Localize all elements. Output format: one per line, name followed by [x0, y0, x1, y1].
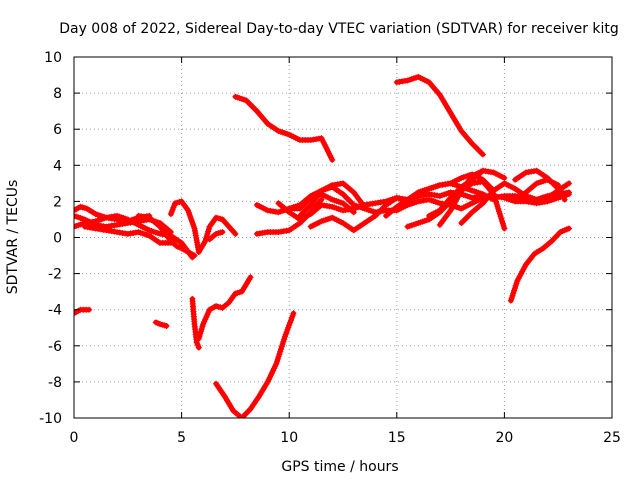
- series-track-24: [436, 167, 508, 228]
- series-track-13: [213, 310, 297, 418]
- series-track-28: [393, 73, 486, 158]
- plus-markers: [512, 176, 562, 205]
- plus-markers: [189, 295, 202, 351]
- plus-markers: [206, 229, 226, 243]
- series-track-27: [512, 176, 562, 205]
- series-track-04: [81, 223, 174, 246]
- plus-markers: [195, 274, 254, 342]
- plus-markers: [195, 214, 239, 255]
- x-tick-label: 15: [388, 430, 406, 446]
- plus-markers: [213, 310, 297, 418]
- series-track-08: [206, 229, 226, 243]
- y-tick-label: -4: [48, 303, 62, 319]
- plus-markers: [507, 225, 572, 304]
- series-track-19: [296, 180, 368, 219]
- y-tick-label: -6: [48, 339, 62, 355]
- plus-markers: [296, 180, 368, 219]
- plus-markers: [74, 306, 93, 317]
- y-tick-label: 8: [53, 86, 62, 102]
- y-axis-label: SDTVAR / TECUs: [5, 180, 21, 295]
- y-tick-label: 10: [44, 50, 62, 66]
- series-track-07: [195, 214, 239, 255]
- x-tick-label: 0: [70, 430, 79, 446]
- series-track-11: [189, 295, 202, 351]
- y-tick-label: 6: [53, 122, 62, 138]
- plus-markers: [152, 319, 170, 329]
- series-track-05: [135, 212, 198, 259]
- y-tick-label: -8: [48, 375, 62, 391]
- y-tick-label: 0: [53, 231, 62, 247]
- series-track-18: [286, 183, 572, 216]
- grid-lines: [74, 57, 612, 418]
- chart-title: Day 008 of 2022, Sidereal Day-to-day VTE…: [59, 21, 619, 37]
- series-track-29: [507, 225, 572, 304]
- x-axis-label: GPS time / hours: [281, 459, 398, 475]
- plus-markers: [135, 212, 198, 259]
- y-tick-label: -2: [48, 267, 62, 283]
- plus-markers: [436, 167, 508, 228]
- y-tick-label: 2: [53, 194, 62, 210]
- series-track-12: [195, 274, 254, 342]
- x-tick-label: 5: [177, 430, 186, 446]
- plus-markers: [393, 73, 486, 158]
- plus-markers: [232, 93, 336, 163]
- x-tick-label: 25: [603, 430, 621, 446]
- plus-markers: [286, 183, 572, 216]
- data-points: [74, 73, 572, 418]
- y-tick-label: 4: [53, 158, 62, 174]
- y-tick-label: -10: [39, 411, 62, 427]
- plus-markers: [81, 223, 174, 246]
- axis-ticks: 0 5 10 15 20 25 -10 -8 -6 -4 -2 0 2 4 6 8 10: [39, 50, 621, 446]
- x-tick-label: 20: [495, 430, 513, 446]
- series-track-26: [512, 167, 568, 203]
- series-track-09: [74, 306, 93, 317]
- series-track-10: [152, 319, 170, 329]
- plus-markers: [167, 198, 202, 255]
- series-track-06: [167, 198, 202, 255]
- x-tick-label: 10: [280, 430, 298, 446]
- series-track-14: [232, 93, 336, 163]
